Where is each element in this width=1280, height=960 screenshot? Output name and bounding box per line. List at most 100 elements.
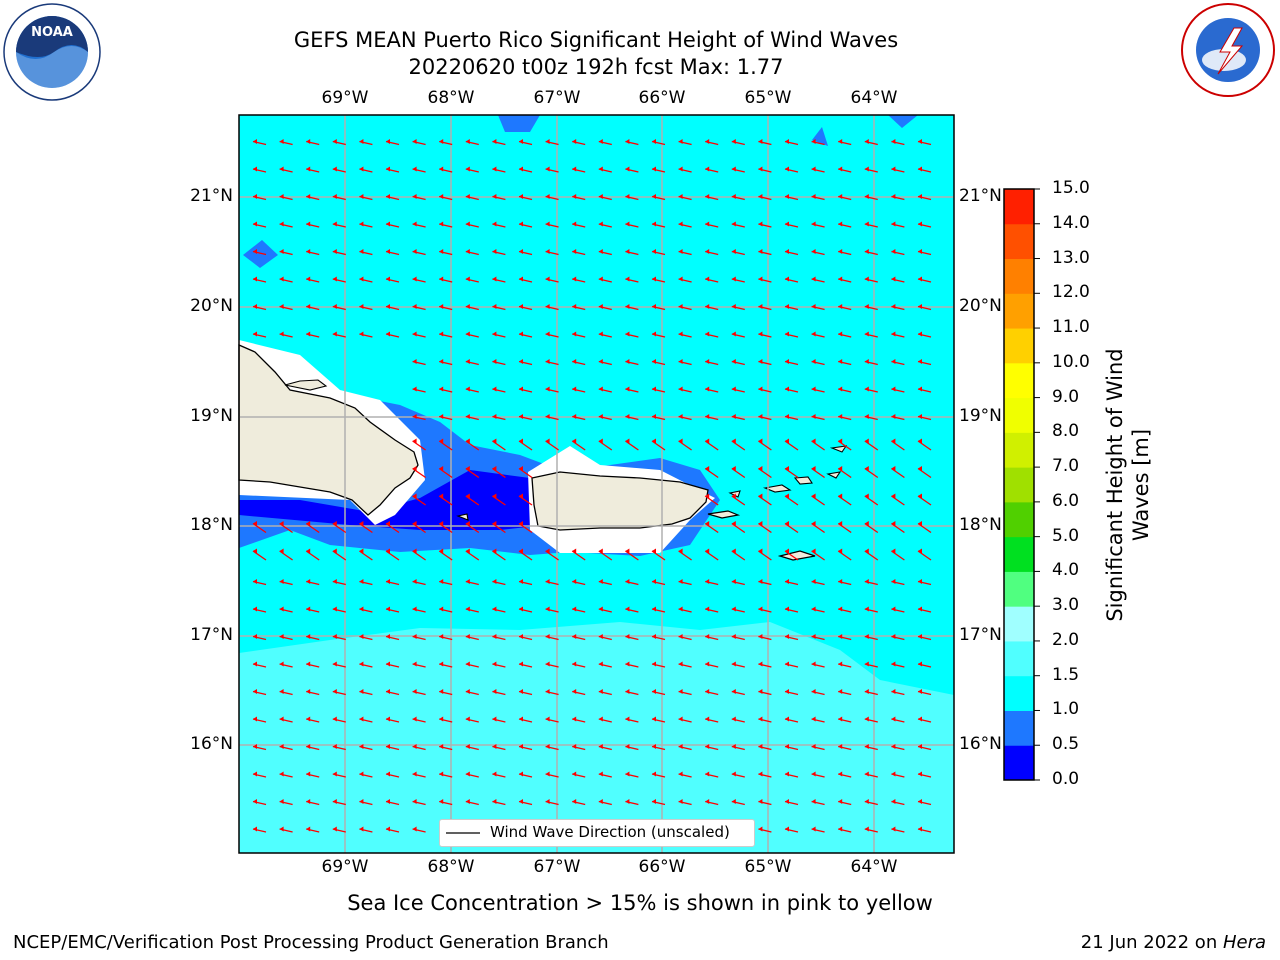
wind-direction-arrow: [545, 276, 559, 283]
wind-direction-arrow: [784, 606, 799, 613]
wind-direction-arrow: [784, 493, 799, 506]
wind-direction-arrow: [572, 799, 586, 806]
wind-direction-arrow: [465, 359, 479, 366]
wind-direction-arrow: [731, 579, 745, 586]
wind-direction-arrow: [598, 194, 612, 201]
wind-direction-arrow: [731, 493, 746, 506]
wind-direction-arrow: [864, 521, 879, 534]
wind-direction-arrow: [917, 826, 932, 833]
wind-direction-arrow: [838, 276, 852, 283]
wind-direction-arrow: [678, 386, 692, 393]
wind-direction-arrow: [758, 548, 772, 561]
wind-direction-arrow: [731, 386, 745, 393]
wind-direction-arrow: [439, 386, 453, 393]
wind-direction-arrow: [784, 331, 799, 338]
wind-direction-arrow: [758, 771, 772, 778]
wind-direction-arrow: [252, 771, 267, 778]
wind-direction-arrow: [572, 359, 586, 366]
colorbar-tick-label: 0.0: [1052, 769, 1080, 789]
wind-direction-arrow: [811, 194, 825, 201]
wind-direction-arrow: [864, 221, 878, 228]
wind-direction-arrow: [518, 414, 533, 421]
colorbar-segment: [1004, 536, 1034, 572]
wind-direction-arrow: [864, 634, 878, 641]
wind-direction-arrow: [917, 166, 932, 173]
wind-direction-arrow: [917, 331, 932, 338]
wind-direction-arrow: [705, 386, 719, 393]
wind-direction-arrow: [359, 799, 373, 806]
wind-direction-arrow: [678, 661, 692, 668]
wind-direction-arrow: [917, 304, 932, 311]
wind-direction-arrow: [625, 438, 639, 451]
wind-direction-arrow: [811, 139, 825, 146]
wind-direction-arrow: [651, 194, 666, 201]
wind-direction-arrow: [731, 194, 745, 201]
wind-direction-arrow: [252, 331, 267, 338]
wind-direction-arrow: [359, 606, 373, 613]
wind-direction-arrow: [891, 166, 905, 173]
wind-direction-arrow: [651, 386, 666, 393]
wind-direction-arrow: [492, 579, 506, 586]
wind-direction-arrow: [838, 166, 852, 173]
wind-direction-arrow: [439, 661, 453, 668]
wind-direction-arrow: [279, 249, 293, 256]
wind-direction-arrow: [891, 689, 905, 696]
wind-direction-arrow: [252, 139, 267, 146]
wind-direction-arrow: [412, 521, 426, 534]
wind-direction-arrow: [518, 521, 533, 534]
wind-direction-arrow: [891, 249, 905, 256]
wind-direction-arrow: [279, 716, 293, 723]
colorbar-tick-label: 8.0: [1052, 421, 1080, 442]
wind-direction-arrow: [571, 548, 586, 561]
lon-tick-label-bottom: 67°W: [533, 857, 581, 877]
wind-direction-arrow: [306, 826, 320, 833]
colorbar-tick-label: 9.0: [1052, 386, 1080, 407]
wind-direction-arrow: [811, 689, 825, 696]
wind-direction-arrow: [279, 331, 293, 338]
lat-tick-label-left: 17°N: [190, 625, 233, 645]
wind-direction-arrow: [758, 194, 772, 201]
wind-direction-arrow: [891, 194, 905, 201]
wind-direction-arrow: [252, 521, 267, 534]
map-legend: Wind Wave Direction (unscaled): [439, 819, 755, 847]
wind-direction-arrow: [492, 548, 506, 561]
wind-direction-arrow: [811, 634, 825, 641]
colorbar-segment: [1004, 606, 1034, 642]
wind-direction-arrow: [917, 744, 932, 751]
wind-direction-arrow: [359, 166, 373, 173]
wind-direction-arrow: [359, 771, 373, 778]
wind-direction-arrow: [412, 194, 426, 201]
wind-direction-arrow: [332, 276, 346, 283]
wind-direction-arrow: [439, 359, 453, 366]
wind-direction-arrow: [306, 276, 320, 283]
wind-direction-arrow: [838, 689, 852, 696]
wind-direction-arrow: [492, 689, 506, 696]
wind-direction-arrow: [891, 276, 905, 283]
wind-direction-arrow: [731, 606, 745, 613]
wind-direction-arrow: [678, 606, 692, 613]
wind-direction-arrow: [651, 166, 666, 173]
wind-direction-arrow: [518, 799, 533, 806]
wind-direction-arrow: [518, 716, 533, 723]
wind-direction-arrow: [758, 521, 772, 534]
colorbar-tick-label: 1.0: [1052, 699, 1080, 720]
wind-direction-arrow: [439, 799, 453, 806]
colorbar-title-line1: Significant Height of Wind: [1103, 348, 1127, 622]
wind-direction-arrow: [838, 139, 852, 146]
wind-direction-arrow: [625, 771, 639, 778]
wind-direction-arrow: [385, 661, 400, 668]
wind-direction-arrow: [625, 744, 639, 751]
wind-direction-arrow: [838, 634, 852, 641]
wind-direction-arrow: [492, 716, 506, 723]
wind-direction-arrow: [758, 304, 772, 311]
wind-direction-arrow: [838, 386, 852, 393]
wind-direction-arrow: [678, 331, 692, 338]
wind-direction-arrow: [784, 521, 799, 534]
wind-direction-arrow: [598, 304, 612, 311]
wind-direction-arrow: [731, 521, 746, 534]
wind-direction-arrow: [891, 386, 905, 393]
wind-direction-arrow: [332, 716, 346, 723]
wind-direction-arrow: [279, 194, 293, 201]
wind-direction-arrow: [306, 579, 320, 586]
wind-direction-arrow: [359, 634, 373, 641]
